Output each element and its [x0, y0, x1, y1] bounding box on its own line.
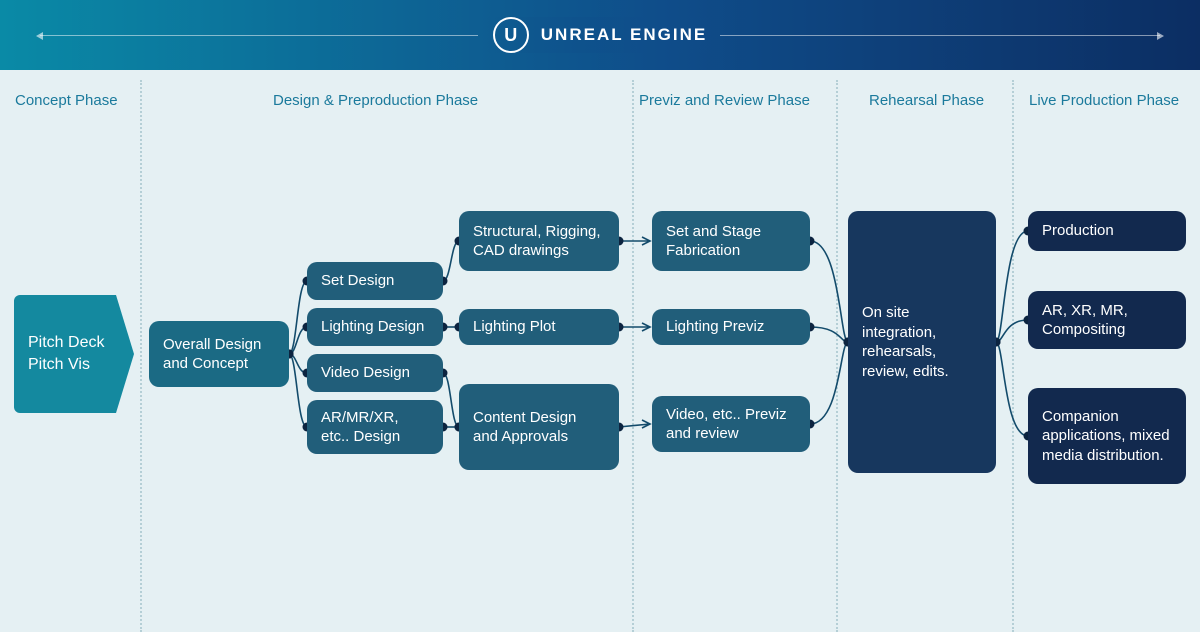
- diagram-node-overall: Overall Design and Concept: [149, 321, 289, 387]
- header-arrow-left: [40, 35, 478, 36]
- header-bar: U UNREAL ENGINE: [0, 0, 1200, 70]
- diagram-node-companion: Companion applications, mixed media dist…: [1028, 388, 1186, 484]
- diagram-node-pitch: Pitch DeckPitch Vis: [14, 295, 134, 413]
- phase-label: Concept Phase: [15, 92, 118, 109]
- diagram-node-lprev: Lighting Previz: [652, 309, 810, 345]
- diagram-node-video: Video Design: [307, 354, 443, 392]
- phase-label: Live Production Phase: [1029, 92, 1179, 109]
- diagram-node-struct: Structural, Rigging, CAD drawings: [459, 211, 619, 271]
- diagram-node-setfab: Set and Stage Fabrication: [652, 211, 810, 271]
- diagram-node-prod: Production: [1028, 211, 1186, 251]
- phase-label: Design & Preproduction Phase: [273, 92, 478, 109]
- diagram-node-set: Set Design: [307, 262, 443, 300]
- phase-divider: [836, 80, 838, 632]
- phase-divider: [632, 80, 634, 632]
- brand-text: UNREAL ENGINE: [541, 25, 707, 45]
- phase-divider: [140, 80, 142, 632]
- diagram-node-arxr: AR/MR/XR, etc.. Design: [307, 400, 443, 454]
- diagram-node-content: Content Design and Approvals: [459, 384, 619, 470]
- unreal-logo-icon: U: [493, 17, 529, 53]
- phase-divider: [1012, 80, 1014, 632]
- diagram-node-light: Lighting Design: [307, 308, 443, 346]
- phase-label: Rehearsal Phase: [869, 92, 984, 109]
- diagram-node-onsite: On site integration, rehearsals, review,…: [848, 211, 996, 473]
- phase-label: Previz and Review Phase: [639, 92, 810, 109]
- brand-block: U UNREAL ENGINE: [483, 17, 717, 53]
- header-arrow-right: [720, 35, 1160, 36]
- diagram-node-comp: AR, XR, MR, Compositing: [1028, 291, 1186, 349]
- diagram-node-vprev: Video, etc.. Previz and review: [652, 396, 810, 452]
- phase-labels-row: Concept Phase Design & Preproduction Phas…: [0, 92, 1200, 122]
- diagram-node-lplot: Lighting Plot: [459, 309, 619, 345]
- brand-logo-letter: U: [504, 25, 517, 46]
